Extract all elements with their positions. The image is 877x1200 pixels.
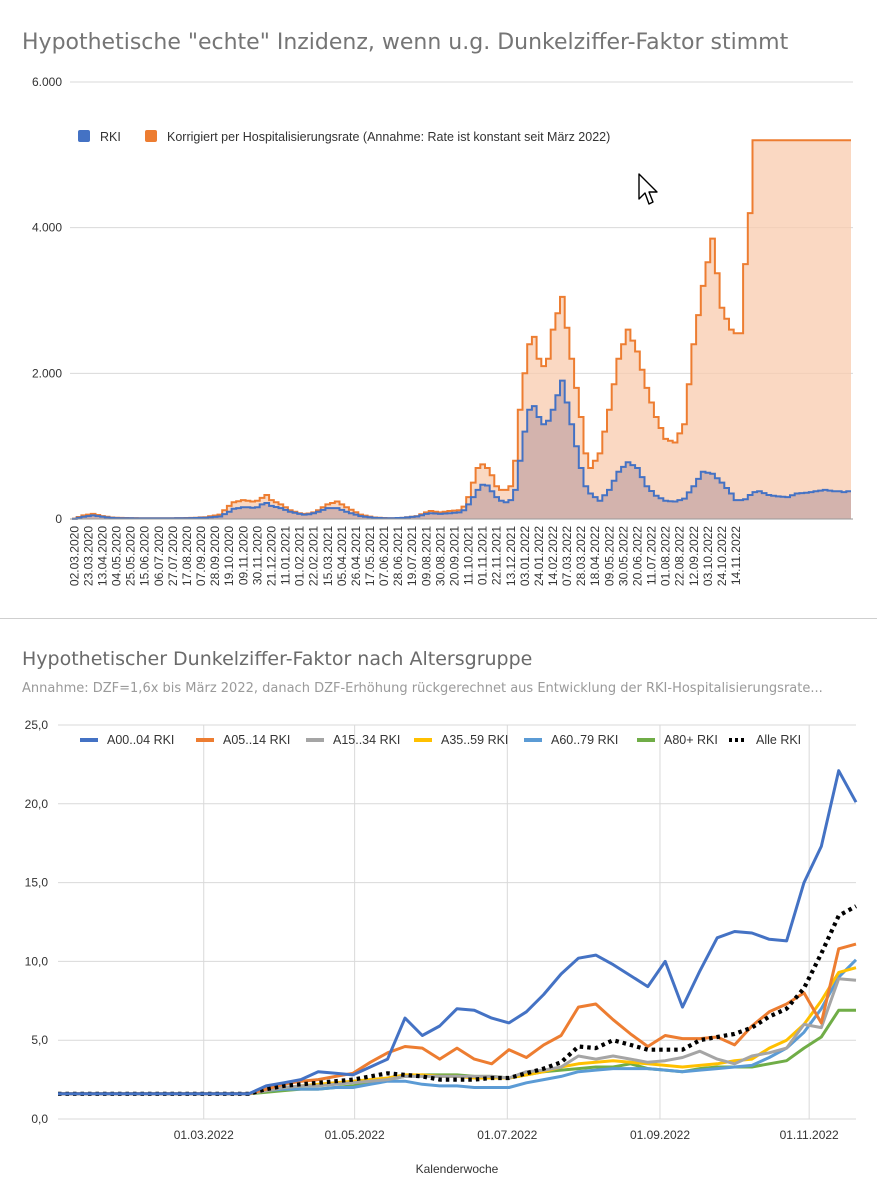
panel-divider [0, 618, 877, 619]
x-tick-label: 30.08.2021 [433, 526, 447, 586]
y-tick-label: 0,0 [31, 1112, 48, 1126]
legend-label: A00..04 RKI [107, 733, 174, 747]
y-tick-label: 20,0 [25, 797, 49, 811]
x-tick-label: 03.10.2022 [701, 526, 715, 586]
factor-chart-panel: Hypothetischer Dunkelziffer-Faktor nach … [0, 620, 877, 1200]
x-tick-label: 09.05.2022 [602, 526, 616, 586]
x-tick-label: 11.07.2022 [645, 526, 659, 585]
rki-area-fill [72, 380, 851, 519]
x-tick-label: 01.03.2022 [174, 1128, 234, 1142]
x-tick-label: 20.06.2022 [630, 526, 644, 586]
x-tick-label: 28.09.2020 [208, 526, 222, 586]
x-tick-label: 01.05.2022 [325, 1128, 385, 1142]
x-tick-label: 24.01.2022 [532, 526, 546, 586]
x-tick-label: 17.05.2021 [363, 526, 377, 586]
x-tick-label: 07.09.2020 [194, 526, 208, 586]
x-tick-label: 22.08.2022 [673, 526, 687, 586]
x-tick-label: 09.08.2021 [419, 526, 433, 586]
y-tick-label: 10,0 [25, 954, 49, 968]
x-tick-label: 24.10.2022 [715, 526, 729, 586]
legend-item: A35..59 RKI [414, 733, 508, 747]
factor-chart: 0,0 5,0 10,0 15,0 20,0 25,0 01.03.2022 01.05.20… [25, 718, 858, 1176]
y-tick-label: 6.000 [32, 75, 62, 89]
x-tick-label: 20.09.2021 [447, 526, 461, 586]
x-tick-label: 13.04.2020 [96, 526, 110, 586]
x-tick-label: 26.04.2021 [349, 526, 363, 586]
legend-label: A05..14 RKI [223, 733, 290, 747]
legend-item: Alle RKI [729, 733, 801, 747]
x-tick-label: 18.04.2022 [588, 526, 602, 586]
x-tick-label: 30.11.2020 [250, 526, 264, 585]
y-tick-label: 2.000 [32, 366, 62, 380]
legend: RKI Korrigiert per Hospitalisierungsrate … [78, 130, 610, 144]
legend-item: A05..14 RKI [196, 733, 290, 747]
x-tick-label: 04.05.2020 [110, 526, 124, 586]
x-tick-label: 30.05.2022 [616, 526, 630, 586]
x-tick-label: 01.09.2022 [630, 1128, 690, 1142]
legend-label: A80+ RKI [664, 733, 718, 747]
x-tick-label: 19.07.2021 [405, 526, 419, 586]
series-line-a05-14-rki [58, 942, 857, 1096]
chart-title: Hypothetischer Dunkelziffer-Faktor nach … [22, 648, 533, 670]
series-line-a15-34-rki [58, 977, 857, 1096]
mouse-cursor-icon [638, 173, 660, 212]
legend-swatch-rki [78, 130, 90, 142]
y-tick-label: 4.000 [32, 221, 62, 235]
rki-series-line [72, 379, 851, 520]
x-tick-label: 07.06.2021 [377, 526, 391, 586]
x-axis-title: Kalenderwoche [416, 1162, 499, 1176]
x-tick-label: 11.10.2021 [462, 526, 476, 585]
x-tick-label: 13.12.2021 [504, 526, 518, 586]
x-tick-label: 02.03.2020 [67, 526, 81, 586]
x-tick-label: 03.01.2022 [518, 526, 532, 586]
x-tick-label: 21.12.2020 [264, 526, 278, 586]
legend-label: A15..34 RKI [333, 733, 400, 747]
x-tick-label: 01.07.2022 [477, 1128, 537, 1142]
incidence-chart: 0 2.000 4.000 6.000 RKI Korrigiert per Hospit… [32, 75, 853, 586]
x-tick-label: 01.02.2021 [293, 526, 307, 586]
incidence-chart-panel: Hypothetische "echte" Inzidenz, wenn u.g… [22, 30, 853, 586]
chart-title: Hypothetische "echte" Inzidenz, wenn u.g… [22, 30, 789, 55]
x-tick-label: 01.11.2021 [476, 526, 490, 585]
x-tick-label: 09.11.2020 [236, 526, 250, 585]
legend-swatch-corrected [145, 130, 157, 142]
legend-item: A80+ RKI [637, 733, 718, 747]
legend-label-rki: RKI [100, 130, 121, 144]
chart-subtitle: Annahme: DZF=1,6x bis März 2022, danach … [22, 681, 823, 696]
legend-label: Alle RKI [756, 733, 801, 747]
x-tick-label: 23.03.2020 [81, 526, 95, 586]
x-tick-label: 28.03.2022 [574, 526, 588, 586]
x-tick-label: 07.03.2022 [560, 526, 574, 586]
legend-item: A15..34 RKI [306, 733, 400, 747]
x-tick-label: 01.08.2022 [659, 526, 673, 586]
legend-item: A00..04 RKI [80, 733, 174, 747]
x-tick-label: 11.01.2021 [279, 526, 293, 585]
y-tick-label: 0 [55, 512, 62, 526]
x-tick-label: 15.06.2020 [138, 526, 152, 586]
x-tick-label: 05.04.2021 [335, 526, 349, 586]
series-line-a00-04-rki [58, 769, 858, 1096]
x-tick-label: 14.11.2022 [729, 526, 743, 585]
legend-label-corrected: Korrigiert per Hospitalisierungsrate (An… [167, 130, 610, 144]
legend-item: A60..79 RKI [524, 733, 618, 747]
y-tick-label: 15,0 [25, 876, 49, 890]
series-line-a80-rki [58, 1008, 856, 1096]
x-tick-label: 27.07.2020 [166, 526, 180, 586]
x-tick-label: 12.09.2022 [687, 526, 701, 586]
x-tick-label: 14.02.2022 [546, 526, 560, 586]
y-tick-label: 25,0 [25, 718, 49, 732]
x-tick-label: 22.02.2021 [307, 526, 321, 586]
corrected-area-fill [72, 140, 851, 520]
y-tick-label: 5,0 [31, 1033, 48, 1047]
legend-label: A60..79 RKI [551, 733, 618, 747]
x-tick-label: 25.05.2020 [124, 526, 138, 586]
x-tick-label: 01.11.2022 [780, 1128, 839, 1142]
x-tick-label: 28.06.2021 [391, 526, 405, 586]
legend-label: A35..59 RKI [441, 733, 508, 747]
x-tick-label: 06.07.2020 [152, 526, 166, 586]
x-tick-label: 22.11.2021 [490, 526, 504, 585]
x-tick-label: 15.03.2021 [321, 526, 335, 586]
x-tick-label: 17.08.2020 [180, 526, 194, 586]
x-tick-label: 19.10.2020 [222, 526, 236, 586]
